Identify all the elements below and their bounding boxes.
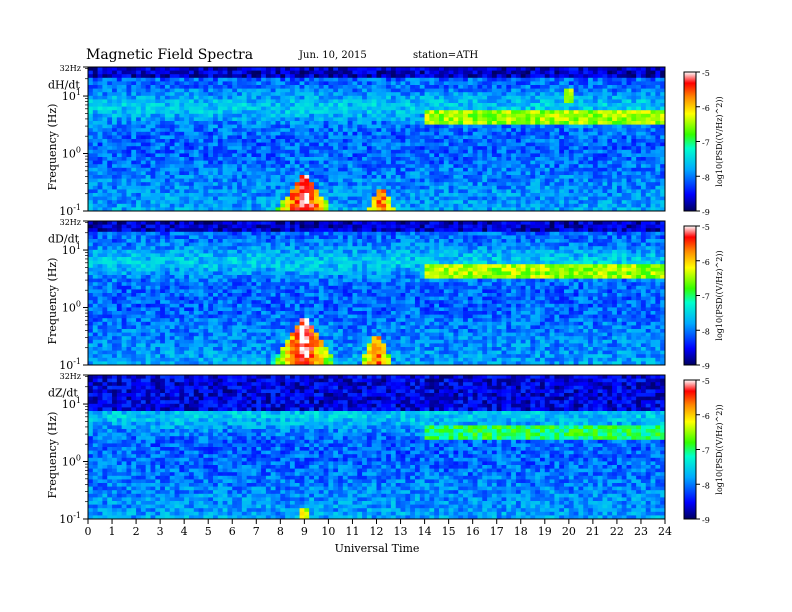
x-tick-label: 22 (610, 525, 624, 538)
x-tick-label: 1 (109, 525, 116, 538)
y-tick-label: 10-1 (59, 203, 81, 218)
x-tick-label: 20 (562, 525, 576, 538)
colorbar-tick-label: -8 (702, 327, 710, 336)
colorbar-label: log10(PSD((V/Hz)^2)) (715, 96, 724, 186)
y-axis-label: Frequency (Hz) (46, 258, 59, 345)
y-tick-label: 10-1 (59, 511, 81, 526)
x-tick-label: 2 (133, 525, 140, 538)
colorbar: -5 -6 -7 -8 -9 log10(PSD((V/Hz)^2)) (683, 223, 724, 371)
colorbar-tick-label: -9 (702, 208, 710, 217)
x-tick-label: 18 (514, 525, 528, 538)
x-tick-label: 9 (301, 525, 308, 538)
y-tick-label: 32Hz (60, 64, 81, 73)
y-tick-label: 10-1 (59, 357, 81, 372)
colorbar-tick-label: -7 (702, 447, 710, 456)
colorbar-tick-label: -9 (702, 362, 710, 371)
x-tick-label: 14 (418, 525, 432, 538)
colorbar-tick-label: -6 (702, 104, 710, 113)
y-tick-label: 101 (62, 396, 81, 411)
x-tick-label: 3 (157, 525, 164, 538)
panel-frame (87, 220, 666, 366)
x-tick-label: 7 (253, 525, 260, 538)
component-label: dH/dt (48, 78, 80, 91)
colorbar: -5 -6 -7 -8 -9 log10(PSD((V/Hz)^2)) (683, 69, 724, 217)
x-tick-label: 6 (229, 525, 236, 538)
x-axis: 0 1 2 3 4 5 6 7 8 9 10 11 12 13 14 15 16 17 18 19 20 21 22 23 24 (85, 519, 672, 538)
colorbar-tick-label: -5 (702, 223, 710, 232)
date-label: Jun. 10, 2015 (298, 50, 367, 61)
y-axis-label: Frequency (Hz) (46, 104, 59, 191)
colorbar-tick-label: -5 (702, 69, 710, 78)
colorbar-tick-label: -8 (702, 481, 710, 490)
y-tick-label: 101 (62, 242, 81, 257)
y-tick-label: 32Hz (60, 218, 81, 227)
colorbar-tick-label: -6 (702, 412, 710, 421)
colorbar-label: log10(PSD((V/Hz)^2)) (715, 250, 724, 340)
colorbar-tick-label: -7 (702, 293, 710, 302)
x-tick-label: 4 (181, 525, 188, 538)
x-axis-label: Universal Time (335, 542, 420, 555)
colorbar-tick-label: -8 (702, 173, 710, 182)
x-tick-label: 0 (85, 525, 92, 538)
colorbar: -5 -6 -7 -8 -9 log10(PSD((V/Hz)^2)) (683, 377, 724, 525)
y-tick-label: 32Hz (60, 372, 81, 381)
colorbar-tick-label: -9 (702, 516, 710, 525)
y-tick-label: 101 (62, 88, 81, 103)
x-tick-label: 16 (466, 525, 480, 538)
colorbar-tick-label: -7 (702, 139, 710, 148)
x-tick-label: 24 (658, 525, 672, 538)
x-tick-label: 23 (634, 525, 648, 538)
x-tick-label: 19 (538, 525, 552, 538)
x-tick-label: 11 (345, 525, 359, 538)
colorbar-tick-label: -5 (702, 377, 710, 386)
x-tick-label: 10 (321, 525, 335, 538)
component-label: dD/dt (48, 232, 80, 245)
y-tick-label: 100 (62, 146, 81, 161)
x-tick-label: 21 (586, 525, 600, 538)
panel-frame (87, 66, 666, 212)
colorbar-tick-label: -6 (702, 258, 710, 267)
colorbar-label: log10(PSD((V/Hz)^2)) (715, 404, 724, 494)
x-tick-label: 13 (394, 525, 408, 538)
station-label: station=ATH (413, 50, 479, 61)
x-tick-label: 12 (370, 525, 384, 538)
x-tick-label: 8 (277, 525, 284, 538)
component-label: dZ/dt (48, 386, 78, 399)
y-tick-label: 100 (62, 454, 81, 469)
x-tick-label: 15 (442, 525, 456, 538)
y-tick-label: 100 (62, 300, 81, 315)
x-tick-label: 5 (205, 525, 212, 538)
figure-title: Magnetic Field Spectra (86, 47, 253, 63)
x-tick-label: 17 (490, 525, 504, 538)
y-axis-label: Frequency (Hz) (46, 412, 59, 499)
